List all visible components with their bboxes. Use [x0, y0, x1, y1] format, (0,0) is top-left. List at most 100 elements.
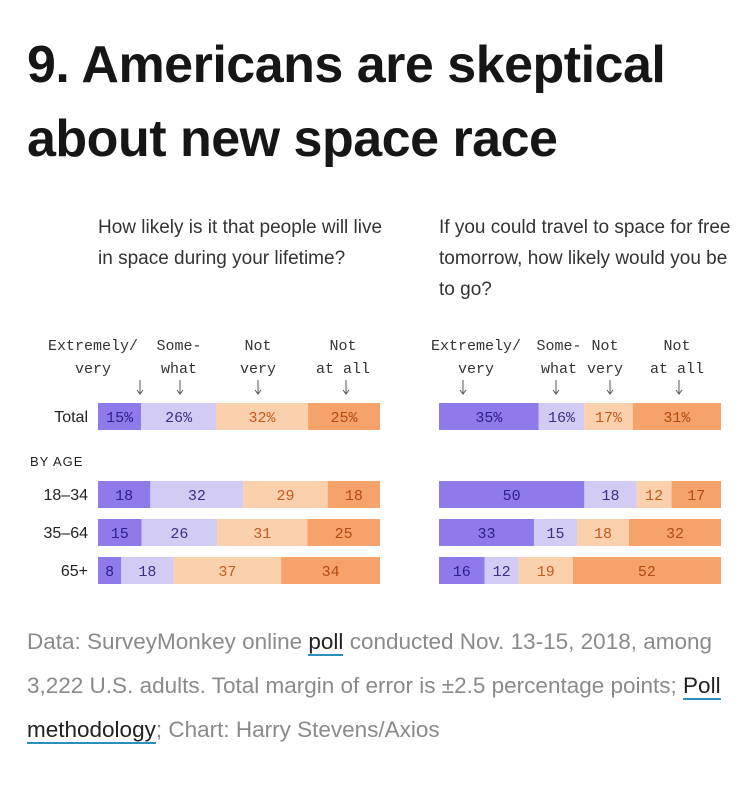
panel0-row2-segment-0	[98, 557, 122, 584]
column-arrowhead-2	[606, 389, 614, 395]
panel0-row2-label-1: 18	[138, 564, 156, 581]
panel0-total-label-3: 25%	[331, 410, 359, 427]
poll-link[interactable]: poll	[308, 629, 344, 656]
panel0-row0-segment-1	[150, 481, 244, 508]
column-arrowhead-1	[176, 389, 184, 395]
panel0-row0-label-3: 18	[345, 488, 363, 505]
panel1-row2-segment-2	[518, 557, 573, 584]
panel1-row2-segment-1	[484, 557, 519, 584]
column-header-3-line1: Not	[329, 338, 356, 355]
column-header-1-line1: Some-	[536, 338, 581, 355]
source-text-2: conducted Nov. 13-15, 2018, among 3,222 …	[27, 629, 713, 698]
panel0-total-label-0: 15%	[106, 410, 134, 427]
panel0-row2-segment-2	[173, 557, 282, 584]
source-text-1: Data: SurveyMonkey online	[27, 629, 309, 654]
panel0-row1-label-3: 25	[335, 526, 353, 543]
panel0-row0-label-2: 29	[277, 488, 295, 505]
panel1-row1-segment-3	[628, 519, 721, 546]
chart-title-right: If you could travel to space for free to…	[439, 217, 731, 300]
panel1-total-segment-2	[584, 403, 633, 430]
panel1-row2-label-1: 12	[493, 564, 511, 581]
column-arrowhead-1	[552, 389, 560, 395]
panel0-total-segment-3	[308, 403, 380, 430]
column-header-1-line2: what	[541, 361, 577, 378]
row-label-1: 35–64	[44, 525, 89, 542]
panel0-row0-segment-3	[327, 481, 380, 508]
column-header-2-line1: Not	[244, 338, 271, 355]
panel0-row2-segment-3	[281, 557, 380, 584]
panel0-row1-segment-2	[217, 519, 308, 546]
panel1-row0-segment-2	[636, 481, 672, 508]
panel1-row0-segment-0	[439, 481, 585, 508]
panel1-total-label-0: 35%	[475, 410, 503, 427]
column-header-2-line1: Not	[591, 338, 618, 355]
column-header-0-line2: very	[458, 361, 494, 378]
column-header-2-line2: very	[240, 361, 276, 378]
panel1-total-label-1: 16%	[548, 410, 576, 427]
panel1-row2-label-3: 52	[638, 564, 656, 581]
row-label-0: 18–34	[44, 487, 89, 504]
row-label-total: Total	[54, 409, 88, 426]
headline: 9. Americans are skeptical about new spa…	[27, 36, 666, 168]
panel1-row1-segment-0	[439, 519, 534, 546]
panel1-total-segment-0	[439, 403, 539, 430]
panel1-row1-label-0: 33	[477, 526, 495, 543]
panel1-total-label-2: 17%	[595, 410, 623, 427]
column-arrowhead-0	[459, 389, 467, 395]
stacked-bar-charts: Total BY AGE 18–34 35–64 65+ Extremely/very So…	[30, 338, 721, 584]
panel0-row1-segment-3	[307, 519, 380, 546]
column-arrowhead-3	[675, 389, 683, 395]
panel1-row1-segment-1	[533, 519, 578, 546]
panel0-row1-segment-0	[98, 519, 142, 546]
panel0-total-segment-1	[141, 403, 216, 430]
column-header-3-line1: Not	[663, 338, 690, 355]
poll-methodology-link[interactable]: Poll methodology	[27, 673, 721, 744]
panel1-row2-segment-0	[439, 557, 485, 584]
source-note: Data: SurveyMonkey online poll conducted…	[27, 620, 727, 752]
chart-title-left: How likely is it that people will live i…	[98, 217, 383, 269]
panel1-row1-segment-2	[577, 519, 629, 546]
panel0-row1-label-0: 15	[111, 526, 129, 543]
panel1-row2-segment-3	[572, 557, 721, 584]
panel0-row0-segment-2	[243, 481, 328, 508]
panel0-row1-segment-1	[141, 519, 218, 546]
panel0-row2-label-2: 37	[218, 564, 236, 581]
panel0-total-segment-0	[98, 403, 142, 430]
panel1-row2-label-2: 19	[537, 564, 555, 581]
panel1-total-segment-1	[538, 403, 585, 430]
panel0-total-label-1: 26%	[165, 410, 193, 427]
column-header-0-line2: very	[75, 361, 111, 378]
column-header-3-line2: at all	[316, 361, 370, 378]
panel0-row0-label-1: 32	[188, 488, 206, 505]
panel1-row0-segment-3	[671, 481, 721, 508]
source-text-3: ; Chart: Harry Stevens/Axios	[155, 717, 440, 742]
panel1-row1-label-3: 32	[666, 526, 684, 543]
panel1-row0-label-2: 12	[645, 488, 663, 505]
column-arrowhead-3	[342, 389, 350, 395]
panel1-row1-label-2: 18	[594, 526, 612, 543]
column-header-2-line2: very	[587, 361, 623, 378]
panel1-total-label-3: 31%	[663, 410, 691, 427]
panel0-total-segment-2	[215, 403, 309, 430]
section-label-by-age: BY AGE	[30, 454, 83, 469]
column-header-1-line1: Some-	[156, 338, 201, 355]
panel1-row0-segment-1	[584, 481, 637, 508]
panel0-row1-label-2: 31	[253, 526, 271, 543]
panel1-row0-label-1: 18	[602, 488, 620, 505]
column-header-0-line1: Extremely/	[48, 338, 138, 355]
panel0-row1-label-1: 26	[170, 526, 188, 543]
panel1-total-segment-3	[632, 403, 721, 430]
panel0-row2-segment-1	[121, 557, 174, 584]
panel1-row0-label-0: 50	[503, 488, 521, 505]
panel0-row2-label-0: 8	[105, 564, 114, 581]
column-arrowhead-2	[254, 389, 262, 395]
column-header-0-line1: Extremely/	[431, 338, 521, 355]
panel0-total-label-2: 32%	[249, 410, 277, 427]
panel1-row2-label-0: 16	[453, 564, 471, 581]
panel1-row1-label-1: 15	[547, 526, 565, 543]
column-header-3-line2: at all	[650, 361, 704, 378]
column-header-1-line2: what	[161, 361, 197, 378]
panel0-row0-segment-0	[98, 481, 151, 508]
panel1-row0-label-3: 17	[687, 488, 705, 505]
panel0-row0-label-0: 18	[115, 488, 133, 505]
